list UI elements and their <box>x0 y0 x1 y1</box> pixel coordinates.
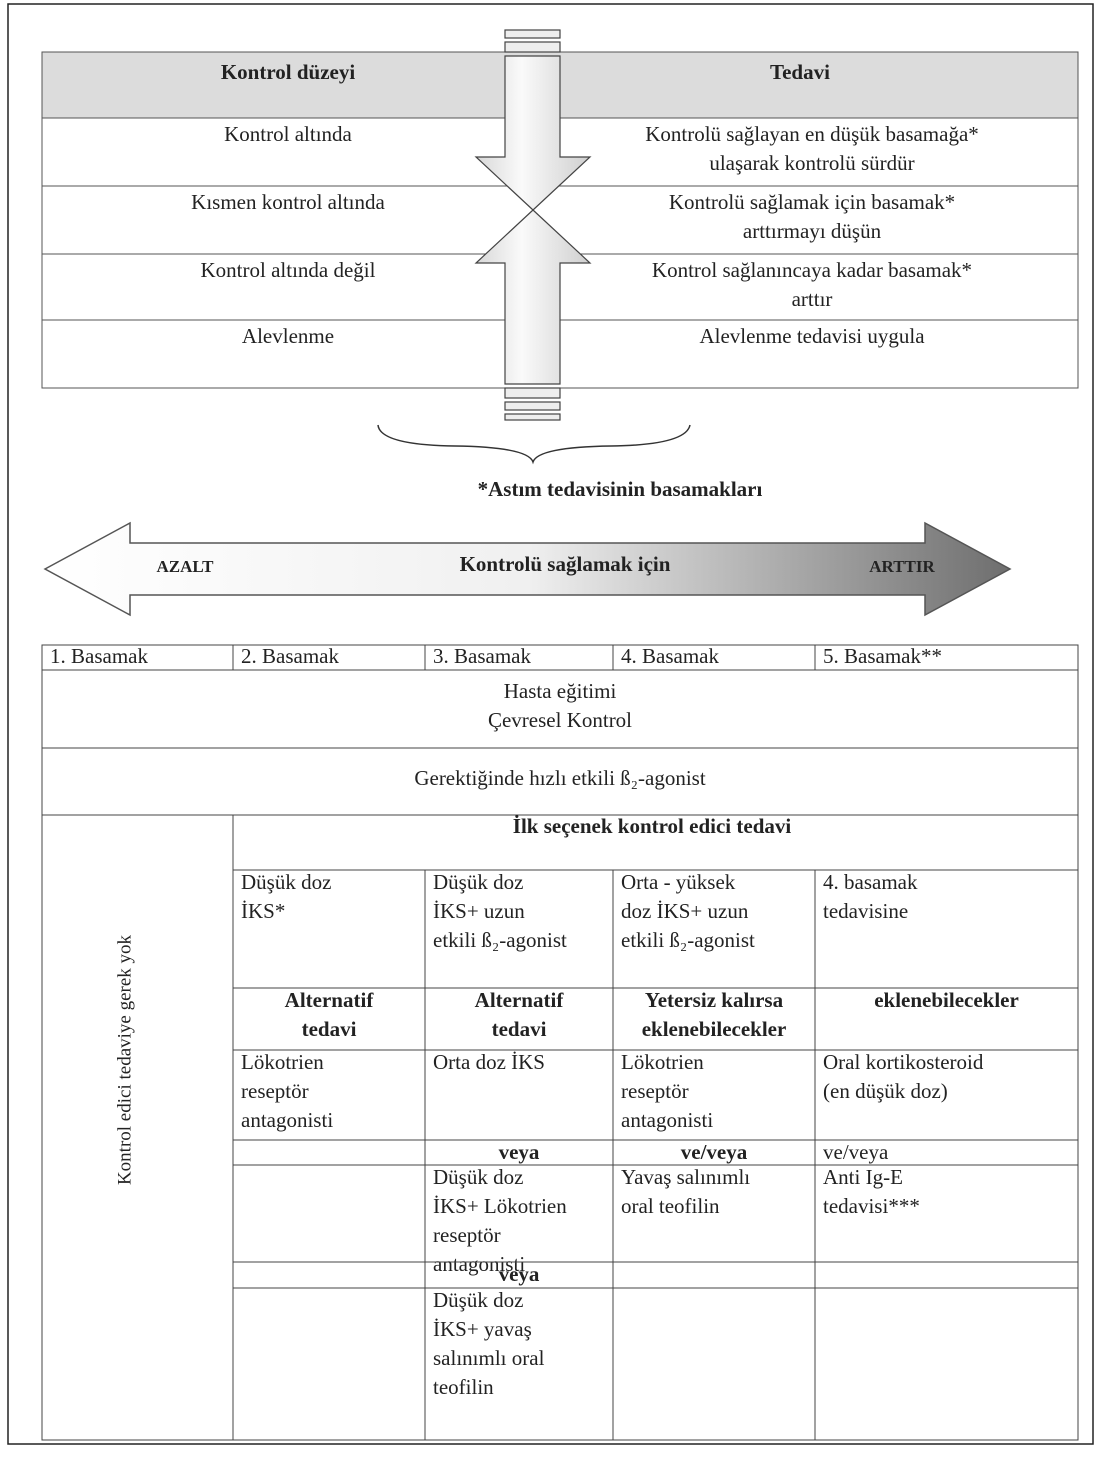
treatment-text: Kontrolü sağlayan en düşük basamağa* <box>645 122 979 146</box>
treatment-text: ulaşarak kontrolü sürdür <box>709 151 914 175</box>
cell-text: veya <box>499 1262 540 1286</box>
cell-text: salınımlı oral <box>433 1346 545 1370</box>
step-header: 3. Basamak <box>433 644 531 668</box>
reliever-text: Gerektiğinde hızlı etkili ß₂-agonist <box>414 766 705 790</box>
arrow-left: AZALT <box>156 557 214 576</box>
cell-text: ve/veya <box>823 1140 889 1164</box>
cell-text: Orta doz İKS <box>433 1050 545 1074</box>
cell-text: tedavisine <box>823 899 908 923</box>
cell-text: Düşük doz <box>433 870 523 894</box>
cell-text: teofilin <box>433 1375 494 1399</box>
arrow-right: ARTTIR <box>869 557 935 576</box>
vertical-arrow <box>474 29 592 421</box>
cell-text: ve/veya <box>681 1140 748 1164</box>
cell-text: etkili ß₂-agonist <box>433 928 567 952</box>
cell-text: tedavi <box>492 1017 547 1041</box>
step-header: 2. Basamak <box>241 644 339 668</box>
cell-text: İKS* <box>241 899 285 923</box>
step-header: 4. Basamak <box>621 644 719 668</box>
cell-text: reseptör <box>433 1223 501 1247</box>
page-border <box>7 3 1094 1445</box>
cell-text: Düşük doz <box>433 1288 523 1312</box>
cell-text: Alternatif <box>475 988 565 1012</box>
steps-title: *Astım tedavisinin basamakları <box>478 477 763 501</box>
cell-text: Anti Ig-E <box>823 1165 903 1189</box>
brace <box>377 424 691 465</box>
cell-text: Alternatif <box>285 988 375 1012</box>
cell-text: veya <box>499 1140 540 1164</box>
cell-text: doz İKS+ uzun <box>621 899 749 923</box>
cell-text: eklenebilecekler <box>642 1017 787 1041</box>
cell-text: etkili ß₂-agonist <box>621 928 755 952</box>
cell-text: Düşük doz <box>433 1165 523 1189</box>
cell-text: antagonisti <box>621 1108 713 1132</box>
cell-text: antagonisti <box>241 1108 333 1132</box>
cell-text: eklenebilecekler <box>874 988 1019 1012</box>
cell-text: tedavisi*** <box>823 1194 920 1218</box>
level-text: Alevlenme <box>242 324 334 348</box>
treatment-text: Kontrol sağlanıncaya kadar basamak* <box>652 258 972 282</box>
cell-text: Yavaş salınımlı <box>621 1165 750 1189</box>
step-header: 5. Basamak** <box>823 644 942 668</box>
cell-text: İKS+ uzun <box>433 899 525 923</box>
cell-text: İKS+ yavaş <box>433 1317 532 1341</box>
header-cell: Kontrol düzeyi <box>221 60 356 84</box>
cell-text: Orta - yüksek <box>621 870 736 894</box>
cell-text: İKS+ Lökotrien <box>433 1194 567 1218</box>
treatment-text: arttırmayı düşün <box>743 219 882 243</box>
treatment-text: Kontrolü sağlamak için basamak* <box>669 190 955 214</box>
cell-text: Lökotrien <box>621 1050 704 1074</box>
double-arrow <box>43 521 1012 617</box>
steps-table-border <box>41 644 1079 1441</box>
cell-text: Oral kortikosteroid <box>823 1050 984 1074</box>
cell-text: antagonisti <box>433 1252 525 1276</box>
education-text: Çevresel Kontrol <box>488 708 632 732</box>
treatment-text: arttır <box>792 287 833 311</box>
level-text: Kontrol altında <box>224 122 352 146</box>
cell-text: Yetersiz kalırsa <box>645 988 784 1012</box>
education-text: Hasta eğitimi <box>504 679 617 703</box>
cell-text: 4. basamak <box>823 870 918 894</box>
header-cell: Tedavi <box>770 60 830 84</box>
cell-text: Düşük doz <box>241 870 331 894</box>
arrow-center: Kontrolü sağlamak için <box>460 552 671 576</box>
treatment-text: Alevlenme tedavisi uygula <box>699 324 925 348</box>
level-text: Kısmen kontrol altında <box>191 190 385 214</box>
cell-text: tedavi <box>302 1017 357 1041</box>
cell-text: reseptör <box>241 1079 309 1103</box>
cell-text: oral teofilin <box>621 1194 720 1218</box>
no-controller-text: Kontrol edici tedaviye gerek yok <box>114 934 135 1185</box>
level-text: Kontrol altında değil <box>201 258 376 282</box>
cell-text: Lökotrien <box>241 1050 324 1074</box>
step-header: 1. Basamak <box>50 644 148 668</box>
cell-text: (en düşük doz) <box>823 1079 948 1103</box>
first-choice-title: İlk seçenek kontrol edici tedavi <box>513 814 792 838</box>
cell-text: reseptör <box>621 1079 689 1103</box>
